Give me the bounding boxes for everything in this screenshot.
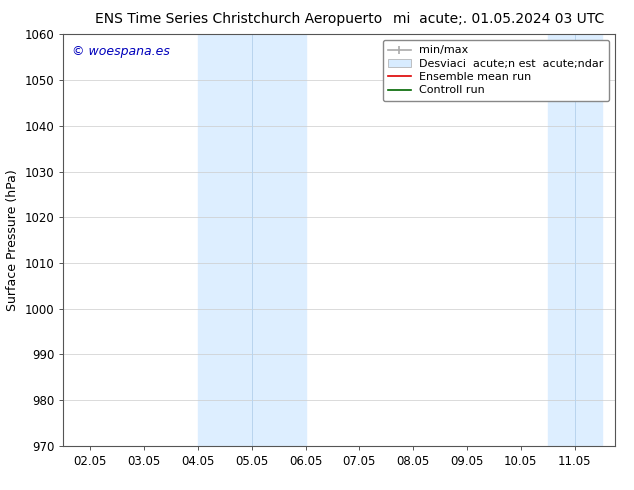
Text: ENS Time Series Christchurch Aeropuerto: ENS Time Series Christchurch Aeropuerto xyxy=(95,12,382,26)
Y-axis label: Surface Pressure (hPa): Surface Pressure (hPa) xyxy=(6,169,19,311)
Text: mi  acute;. 01.05.2024 03 UTC: mi acute;. 01.05.2024 03 UTC xyxy=(393,12,604,26)
Bar xyxy=(198,34,306,446)
Bar xyxy=(548,34,602,446)
Legend: min/max, Desviaci  acute;n est  acute;ndar, Ensemble mean run, Controll run: min/max, Desviaci acute;n est acute;ndar… xyxy=(383,40,609,101)
Text: © woespana.es: © woespana.es xyxy=(72,45,169,58)
